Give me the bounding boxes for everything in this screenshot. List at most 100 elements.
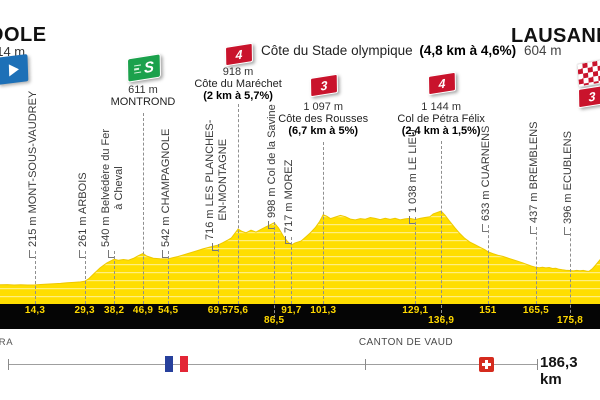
speed-line [134,64,141,67]
distance-dashed-line [168,251,170,304]
france-flag-red-stripe [180,356,188,372]
km-marker-label: 101,3 [310,305,337,316]
sprint-name: MONTROND [110,96,176,108]
waypoint-label: 540 m Belvédère du Fer à Cheval [100,128,125,247]
km-marker-label: 151 [479,305,497,316]
waypoint-corner-mark [285,236,292,244]
finish-climb-annotation: Côte du Stade olympique (4,8 km à 4,6%) … [261,43,561,58]
distance-dashed-line [570,228,572,318]
climb-elevation: 918 m [222,66,254,78]
distance-axis-bar [0,304,600,329]
waypoint-corner-mark [28,250,35,258]
distance-dashed-line [274,222,276,318]
switzerland-flag-icon [479,357,494,372]
waypoint-corner-mark [564,227,571,235]
elevation-area [0,210,600,305]
distance-dashed-line [487,225,489,304]
climb-category-number: 4 [438,75,446,92]
waypoint-label: 1 038 m LE LIEU [407,129,420,213]
distance-dashed-line [291,237,293,304]
distance-dashed-line [142,113,144,304]
start-city-name: DOLE [0,24,47,46]
play-triangle-icon [8,62,20,76]
km-marker-label: 86,5 [264,315,285,326]
km-marker-label: 46,9 [132,305,154,316]
waypoint-corner-mark [481,224,488,232]
km-marker-label: 91,7 [281,305,302,316]
distance-dashed-line [217,244,219,304]
climb-gradient: (2,4 km à 1,5%) [401,125,481,137]
waypoint-label: 261 m ARBOIS [76,172,89,247]
sprint-label-stack: 611 m MONTROND [73,84,213,108]
waypoint-label: 633 m CUARNENS [479,125,492,221]
waypoint-label: 396 m ECUBLENS [562,131,575,224]
waypoint-label: 542 m CHAMPAGNOLE [160,128,173,247]
distance-dashed-line [34,251,36,304]
finish-climb-elevation: 604 m [523,43,562,58]
km-marker-label: 38,2 [104,305,125,316]
finish-climb-gradient: (4,8 km à 4,6%) [419,43,517,58]
climb-elevation: 1 097 m [303,101,344,113]
climb-name: Côte du Maréchet [194,78,282,90]
distance-dashed-line [441,141,443,318]
waypoint-corner-mark [108,250,115,258]
region-label-canton-de-vaud: CANTON DE VAUD [358,337,454,348]
km-marker-label: 175,8 [557,315,584,326]
waypoint-label: 717 m MOREZ [283,159,296,233]
region-label-jura: JURA [0,337,14,348]
climb-label-stack: 918 m Côte du Maréchet (2 km à 5,7%) [168,66,308,102]
waypoint-corner-mark [268,221,275,229]
km-marker-label: 29,3 [74,305,95,316]
climb-category-number: 3 [320,77,328,94]
sprint-speed-lines-icon [134,64,142,74]
route-line [8,364,538,365]
total-distance: 186,3 km [540,354,578,388]
climb-category-badge: 3 [310,73,339,98]
climb-label-stack: 1 144 m Col de Pétra Félix (2,4 km à 1,5%) [371,101,511,137]
km-marker-label: 54,5 [158,305,179,316]
km-marker-label: 75,6 [227,305,249,316]
climb-name: Col de Pétra Félix [397,113,485,125]
sprint-badge-letter: S [143,57,154,77]
swiss-cross-horizontal [482,363,491,366]
waypoint-corner-mark [78,250,85,258]
route-end-tick [537,359,538,370]
waypoint-corner-mark [211,243,218,251]
climb-gradient: (6,7 km à 5%) [288,125,359,137]
start-flag-icon [0,54,29,85]
climb-elevation: 1 144 m [421,101,462,113]
waypoint-corner-mark [162,250,169,258]
distance-dashed-line [238,104,240,304]
france-flag-blue-stripe [165,356,173,372]
km-marker-label: 14,3 [24,305,46,316]
speed-line [134,71,142,74]
finish-climb-category-badge: 3 [578,84,600,109]
finish-city-name: LAUSANNE [511,25,600,47]
waypoint-corner-mark [409,216,416,224]
distance-dashed-line [415,217,417,304]
sprint-badge: S [126,53,161,83]
climb-name: Côte des Rousses [278,113,369,125]
waypoint-label: 716 m LES PLANCHES- EN-MONTAGNE [203,119,229,240]
climb-label-stack: 1 097 m Côte des Rousses (6,7 km à 5%) [253,101,393,137]
distance-dashed-line [535,227,537,304]
france-flag-icon [165,356,188,372]
climb-category-badge: 4 [225,42,254,67]
finish-climb-name: Côte du Stade olympique [261,43,413,58]
climb-category-number: 4 [235,46,243,63]
waypoint-label: 215 m MONT-SOUS-VAUDREY [26,90,39,247]
km-marker-label: 129,1 [402,305,429,316]
climb-category-badge: 4 [428,71,457,96]
speed-line [134,68,140,71]
waypoint-corner-mark [529,226,536,234]
climb-gradient: (2 km à 5,7%) [203,90,273,102]
distance-dashed-line [84,251,86,304]
route-start-tick [8,359,9,370]
distance-dashed-line [323,142,325,304]
km-marker-label: 165,5 [522,305,549,316]
finish-checkered-flag-icon [576,58,600,88]
distance-dashed-line [114,251,116,304]
